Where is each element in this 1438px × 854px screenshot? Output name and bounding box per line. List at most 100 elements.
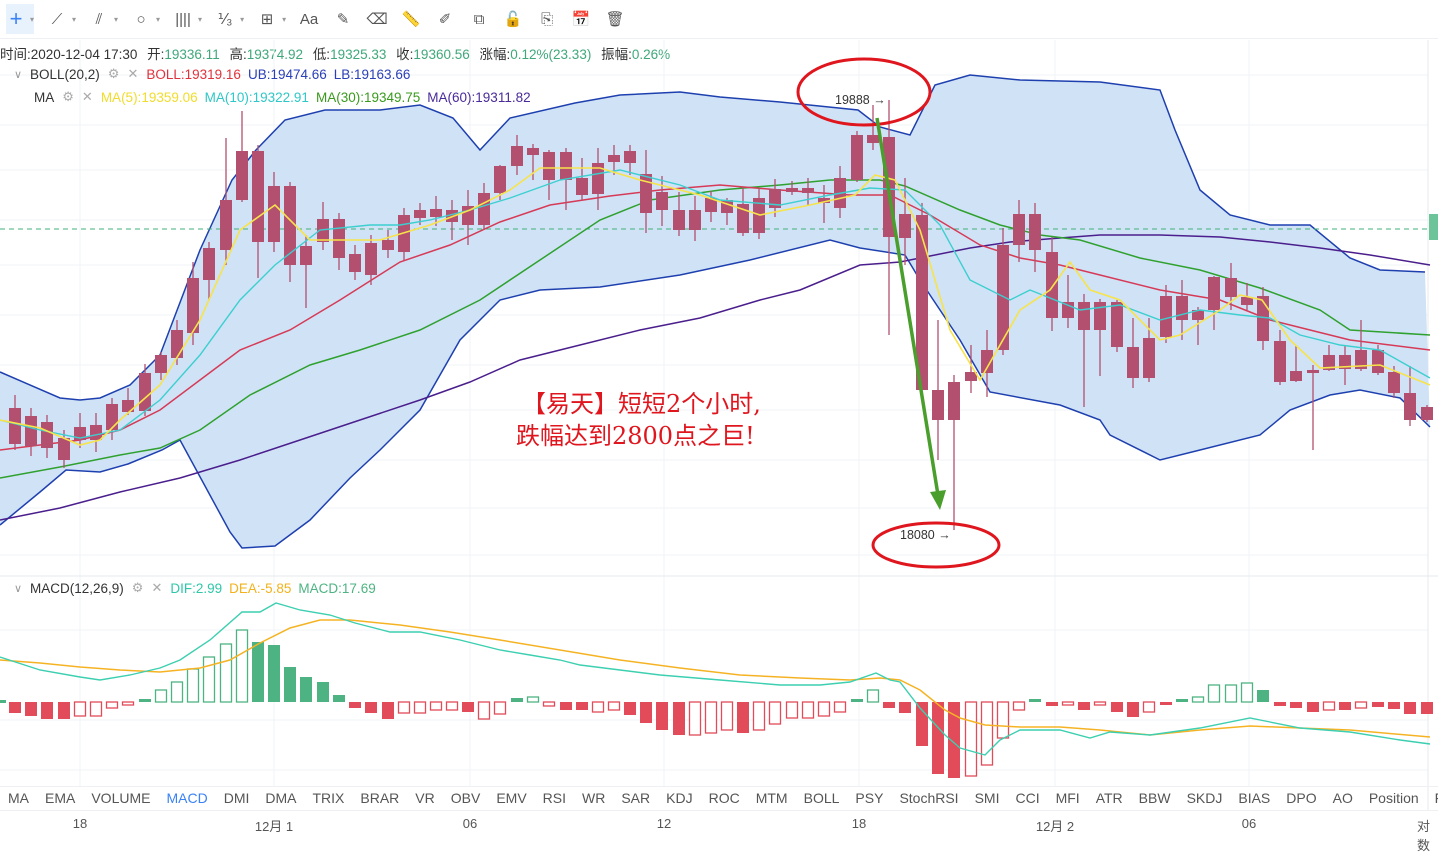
dropdown-caret-icon[interactable]: ▾ — [198, 14, 203, 24]
tab-bbw[interactable]: BBW — [1138, 790, 1171, 806]
measure-box-tool[interactable]: ⊞ ▾ — [256, 4, 286, 34]
macd-bar — [397, 701, 411, 714]
collapse-chevron-icon[interactable]: ∨ — [14, 68, 23, 81]
tab-boll[interactable]: BOLL — [803, 790, 840, 806]
candle-body — [203, 248, 215, 280]
collapse-chevron-icon[interactable]: ∨ — [14, 582, 23, 595]
macd-bar — [1404, 702, 1416, 714]
tab-wr[interactable]: WR — [582, 790, 606, 806]
change-value: 0.12%(23.33) — [510, 47, 592, 62]
candle-body — [252, 151, 264, 242]
macd-bar — [317, 682, 329, 702]
macd-bar — [948, 702, 960, 778]
tab-smi[interactable]: SMI — [974, 790, 1000, 806]
candle-body — [1192, 310, 1204, 320]
eraser-tool[interactable]: ⌫ — [366, 4, 388, 34]
tab-stochrsi[interactable]: StochRSI — [899, 790, 959, 806]
candlestick-chart[interactable] — [0, 0, 1438, 836]
tab-trix[interactable]: TRIX — [312, 790, 345, 806]
tab-kdj[interactable]: KDJ — [666, 790, 693, 806]
text-tool[interactable]: Aa — [298, 4, 320, 34]
calendar-edit-tool[interactable]: 📅 — [570, 4, 592, 34]
tab-dmi[interactable]: DMI — [223, 790, 250, 806]
parallel-lines-tool[interactable]: ⫽ ▾ — [88, 4, 118, 34]
trend-line-tool[interactable]: ⟋ ▾ — [46, 4, 76, 34]
lock-tool[interactable]: 🔓 — [502, 4, 524, 34]
candle-body — [1176, 296, 1188, 320]
macd-bar — [73, 701, 87, 717]
settings-gear-icon[interactable]: ⚙ — [62, 89, 74, 104]
tab-roc[interactable]: ROC — [708, 790, 740, 806]
tab-skdj[interactable]: SKDJ — [1186, 790, 1223, 806]
ruler-pattern-icon: ✎ — [336, 11, 350, 28]
crosshair-tool[interactable]: + ▾ — [6, 4, 34, 34]
circle-tool[interactable]: ○ ▾ — [130, 4, 161, 34]
tab-mfi[interactable]: MFI — [1055, 790, 1080, 806]
candle-body — [317, 219, 329, 242]
ma10-value: MA(10):19322.91 — [204, 89, 309, 105]
log-scale-toggle[interactable]: 对数 — [1417, 819, 1431, 853]
candle-lock-tool[interactable]: ⧉ — [468, 4, 490, 34]
tab-cci[interactable]: CCI — [1015, 790, 1040, 806]
tab-mtm[interactable]: MTM — [755, 790, 788, 806]
ruler-pattern-tool[interactable]: ✎ — [332, 4, 354, 34]
close-icon[interactable]: ✕ — [81, 89, 93, 104]
dropdown-caret-icon[interactable]: ▾ — [29, 14, 34, 24]
macd-bar — [202, 656, 216, 703]
boll-upper-value: UB:19474.66 — [247, 66, 327, 82]
macd-bar — [365, 702, 377, 713]
settings-gear-icon[interactable]: ⚙ — [131, 580, 144, 595]
candle-body — [220, 200, 232, 250]
tab-atr[interactable]: ATR — [1095, 790, 1123, 806]
macd-bar — [462, 702, 474, 712]
dropdown-caret-icon[interactable]: ▾ — [156, 14, 161, 24]
dropdown-caret-icon[interactable]: ▾ — [72, 14, 77, 24]
tab-bias[interactable]: BIAS — [1238, 790, 1271, 806]
tab-brar[interactable]: BRAR — [360, 790, 400, 806]
settings-gear-icon[interactable]: ⚙ — [107, 66, 120, 81]
tab-volume[interactable]: VOLUME — [91, 790, 151, 806]
tab-dpo[interactable]: DPO — [1286, 790, 1317, 806]
dropdown-caret-icon[interactable]: ▾ — [282, 14, 287, 24]
tab-macd[interactable]: MACD — [166, 790, 208, 806]
macd-bar — [801, 701, 815, 719]
tab-ma[interactable]: MA — [8, 790, 29, 806]
trend-line-icon: ⟋ — [51, 10, 63, 28]
fibonacci-tool[interactable]: ⅟₃ ▾ — [214, 4, 244, 34]
tab-psy[interactable]: PSY — [855, 790, 884, 806]
tab-ema[interactable]: EMA — [45, 790, 76, 806]
candle-body — [41, 422, 53, 448]
open-label: 开: — [147, 47, 165, 62]
macd-bar — [591, 701, 605, 713]
candle-body — [90, 425, 102, 440]
tab-fundflow[interactable]: Fundflow — [1435, 790, 1438, 806]
macd-bar — [170, 681, 184, 703]
tab-rsi[interactable]: RSI — [542, 790, 567, 806]
tab-position[interactable]: Position — [1368, 790, 1419, 806]
bookmark-tool[interactable]: ⎘ — [536, 4, 558, 34]
ruler-tool[interactable]: 📏 — [400, 4, 422, 34]
candle-body — [997, 245, 1009, 350]
candle-lock-icon: ⧉ — [473, 10, 485, 28]
tab-sar[interactable]: SAR — [621, 790, 651, 806]
macd-bar — [477, 701, 491, 720]
macd-bar — [1111, 702, 1123, 712]
candle-body — [414, 210, 426, 218]
pen-tool[interactable]: ✐ — [434, 4, 456, 34]
dropdown-caret-icon[interactable]: ▾ — [240, 14, 245, 24]
tab-emv[interactable]: EMV — [496, 790, 527, 806]
tab-vr[interactable]: VR — [415, 790, 435, 806]
candle-body — [851, 135, 863, 180]
trash-tool[interactable]: 🗑 — [604, 4, 626, 34]
macd-bar — [1160, 702, 1172, 705]
candle-body — [560, 152, 572, 180]
tab-dma[interactable]: DMA — [265, 790, 297, 806]
tab-ao[interactable]: AO — [1332, 790, 1353, 806]
close-icon[interactable]: ✕ — [151, 580, 163, 595]
high-label: 高: — [229, 47, 247, 62]
tab-obv[interactable]: OBV — [450, 790, 481, 806]
vertical-lines-tool[interactable]: |||| ▾ — [172, 4, 202, 34]
dropdown-caret-icon[interactable]: ▾ — [114, 14, 119, 24]
close-icon[interactable]: ✕ — [127, 66, 139, 81]
macd-bar — [300, 677, 312, 702]
